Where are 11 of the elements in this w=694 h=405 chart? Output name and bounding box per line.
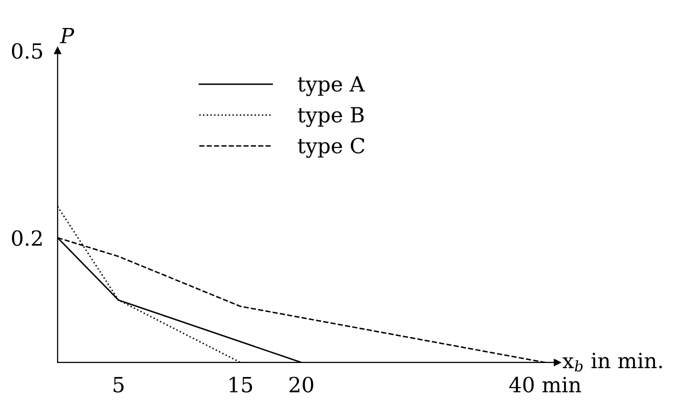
legend-label: type A bbox=[298, 76, 365, 96]
y-tick-label: 0.2 bbox=[12, 230, 42, 246]
x-tick-label: 40 min bbox=[509, 376, 581, 392]
y-tick-label: 0.5 bbox=[12, 43, 42, 59]
legend-label: type C bbox=[298, 138, 364, 158]
x-tick-label: 15 bbox=[230, 376, 252, 392]
y-axis-title: P bbox=[60, 28, 74, 44]
x-tick-label: 20 bbox=[290, 376, 314, 392]
legend-label: type B bbox=[298, 107, 364, 127]
x-tick-label: 5 bbox=[114, 377, 124, 392]
x-axis-title: x$_{b}$ in min. bbox=[562, 352, 662, 372]
